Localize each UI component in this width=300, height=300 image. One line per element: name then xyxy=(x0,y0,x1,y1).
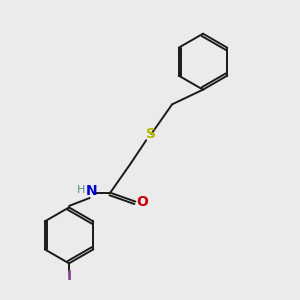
Text: S: S xyxy=(146,127,157,141)
Text: H: H xyxy=(77,185,86,195)
Text: I: I xyxy=(67,269,72,283)
Text: N: N xyxy=(85,184,97,198)
Text: O: O xyxy=(136,194,148,208)
